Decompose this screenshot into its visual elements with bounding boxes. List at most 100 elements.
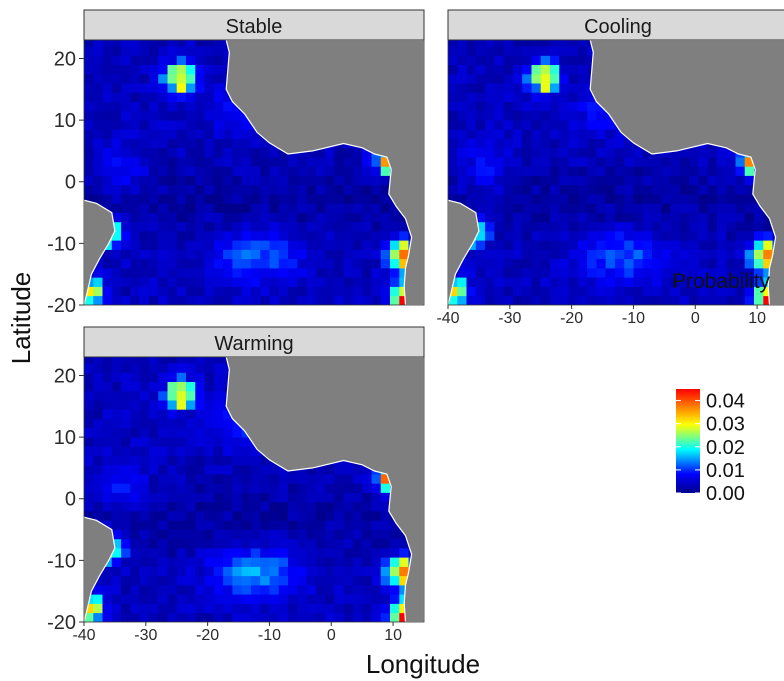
heatmap-cell: [167, 557, 178, 567]
heatmap-cell: [343, 166, 354, 176]
heatmap-cell: [334, 268, 345, 278]
heatmap-cell: [195, 175, 205, 186]
heatmap-cell: [707, 175, 718, 186]
heatmap-cell: [195, 418, 205, 429]
heatmap-cell: [111, 147, 122, 158]
plot-area: [447, 39, 784, 306]
heatmap-cell: [93, 101, 103, 112]
heatmap-cell: [260, 184, 270, 195]
heatmap-cell: [167, 437, 178, 447]
heatmap-cell: [642, 240, 653, 250]
heatmap-cell: [250, 492, 261, 503]
heatmap-cell: [148, 101, 159, 112]
heatmap-cell: [325, 612, 335, 622]
heatmap-cell: [167, 381, 178, 392]
heatmap-cell: [448, 92, 458, 102]
heatmap-cell: [315, 147, 326, 158]
heatmap-cell: [260, 464, 270, 475]
heatmap-cell: [288, 511, 298, 521]
heatmap-cell: [371, 277, 382, 287]
heatmap-cell: [334, 548, 345, 558]
heatmap-cell: [130, 129, 141, 139]
heatmap-cell: [744, 184, 755, 195]
heatmap-cell: [679, 295, 690, 305]
panel-stable: Stable: [83, 9, 425, 306]
heatmap-cell: [343, 520, 354, 530]
heatmap-cell: [325, 286, 335, 297]
heatmap-cell: [241, 249, 252, 260]
heatmap-cell: [726, 212, 736, 223]
heatmap-cell: [148, 221, 159, 232]
heatmap-cell: [288, 157, 298, 167]
heatmap-cell: [260, 194, 270, 204]
heatmap-cell: [735, 258, 746, 269]
heatmap-cell: [102, 427, 113, 438]
heatmap-cell: [306, 258, 317, 269]
heatmap-cell: [334, 612, 345, 622]
heatmap-cell: [139, 483, 150, 493]
heatmap-cell: [241, 594, 252, 604]
heatmap-cell: [84, 400, 94, 410]
heatmap-cell: [550, 101, 560, 112]
heatmap-cell: [466, 129, 477, 139]
heatmap-cell: [577, 166, 588, 176]
heatmap-cell: [130, 501, 141, 512]
heatmap-cell: [121, 286, 131, 297]
heatmap-cell: [362, 240, 372, 250]
heatmap-cell: [195, 92, 205, 102]
heatmap-cell: [288, 566, 298, 577]
heatmap-cell: [325, 566, 335, 577]
heatmap-cell: [195, 277, 205, 287]
heatmap-cell: [186, 258, 196, 269]
y-tick-label: 0: [65, 172, 76, 194]
heatmap-cell: [466, 73, 477, 84]
heatmap-cell: [475, 138, 486, 149]
heatmap-cell: [84, 409, 94, 419]
heatmap-cell: [531, 212, 542, 223]
heatmap-cell: [679, 286, 690, 297]
heatmap-cell: [587, 286, 597, 297]
heatmap-cell: [232, 258, 243, 269]
heatmap-cell: [485, 101, 495, 112]
heatmap-cell: [306, 557, 317, 567]
heatmap-cell: [754, 277, 764, 287]
heatmap-cell: [102, 400, 113, 410]
heatmap-cell: [679, 194, 690, 204]
heatmap-cell: [315, 249, 326, 260]
heatmap-cell: [111, 212, 122, 223]
heatmap-cell: [297, 511, 307, 521]
heatmap-cell: [139, 110, 150, 121]
heatmap-cell: [121, 372, 131, 382]
heatmap-cell: [754, 258, 764, 269]
heatmap-cell: [466, 110, 477, 121]
heatmap-cell: [494, 46, 505, 56]
heatmap-cell: [512, 129, 523, 139]
heatmap-cell: [475, 175, 486, 186]
heatmap-cell: [213, 492, 224, 503]
heatmap-cell: [250, 464, 261, 475]
heatmap-cell: [475, 221, 486, 232]
heatmap-cell: [158, 203, 168, 213]
heatmap-cell: [269, 175, 280, 186]
heatmap-cell: [343, 175, 354, 186]
heatmap-cell: [466, 249, 477, 260]
heatmap-cell: [176, 418, 187, 429]
heatmap-cell: [167, 83, 178, 93]
heatmap-cell: [121, 548, 131, 558]
heatmap-cell: [726, 157, 736, 167]
heatmap-cell: [250, 277, 261, 287]
heatmap-cell: [111, 184, 122, 195]
heatmap-cell: [204, 381, 215, 392]
heatmap-cell: [204, 277, 215, 287]
heatmap-cell: [466, 203, 477, 213]
heatmap-cell: [512, 268, 523, 278]
heatmap-cell: [148, 258, 159, 269]
heatmap-cell: [260, 286, 270, 297]
heatmap-cell: [84, 129, 94, 139]
heatmap-cell: [84, 92, 94, 102]
heatmap-cell: [158, 357, 168, 364]
heatmap-cell: [587, 129, 597, 139]
heatmap-cell: [568, 184, 579, 195]
heatmap-cell: [587, 231, 597, 241]
heatmap-cell: [148, 277, 159, 287]
